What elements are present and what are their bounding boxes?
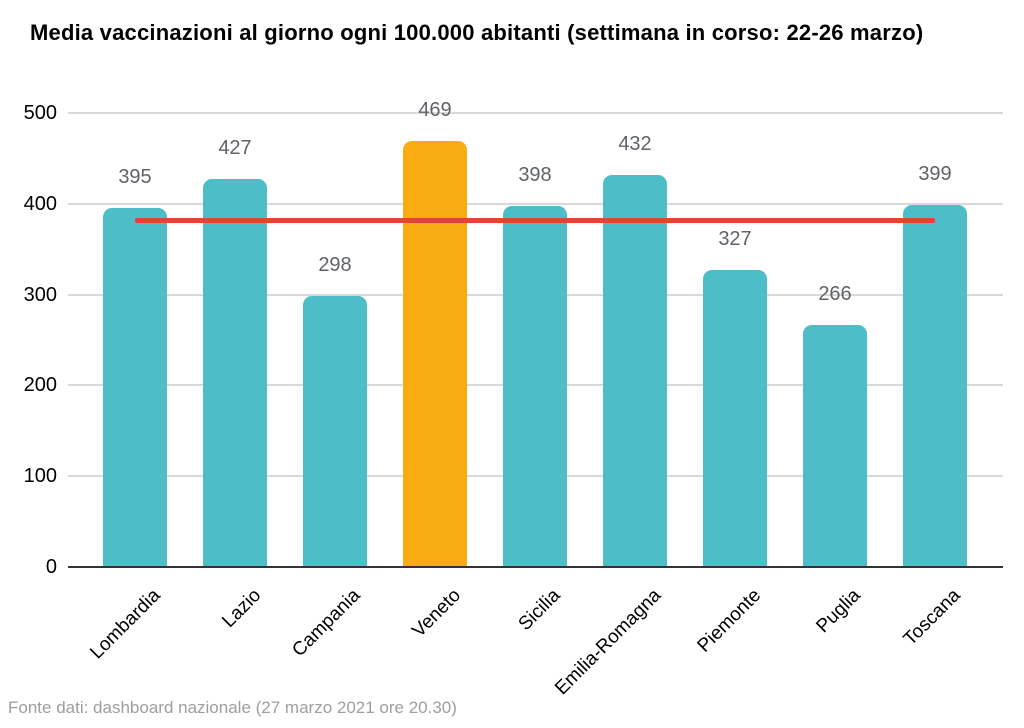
- bar-lazio: [203, 179, 267, 567]
- x-label-campania: Campania: [288, 585, 365, 662]
- value-label-lazio: 427: [218, 137, 252, 160]
- gridline-400: [68, 202, 1003, 205]
- value-label-piemonte: 327: [718, 228, 752, 251]
- value-label-veneto: 469: [418, 99, 452, 122]
- value-label-emilia-romagna: 432: [618, 132, 652, 155]
- y-tick-500: 500: [23, 102, 57, 124]
- x-label-veneto: Veneto: [408, 585, 465, 642]
- x-label-sicilia: Sicilia: [514, 585, 565, 635]
- source-note: Fonte dati: dashboard nazionale (27 marz…: [8, 698, 457, 717]
- x-label-toscana: Toscana: [899, 585, 965, 650]
- value-label-lombardia: 395: [118, 166, 152, 189]
- x-label-slot-lazio: Lazio: [185, 567, 285, 707]
- y-tick-200: 200: [23, 374, 57, 397]
- bar-lombardia: [103, 208, 167, 567]
- value-label-campania: 298: [318, 254, 352, 277]
- bar-emilia-romagna: [603, 174, 667, 567]
- gridline-500: [68, 112, 1003, 114]
- bar-piemonte: [703, 270, 767, 567]
- y-tick-300: 300: [23, 283, 57, 306]
- x-label-piemonte: Piemonte: [693, 585, 765, 657]
- x-label-slot-puglia: Puglia: [785, 567, 885, 707]
- x-label-slot-emilia-romagna: Emilia-Romagna: [551, 567, 685, 707]
- value-label-toscana: 399: [918, 162, 952, 185]
- x-label-lazio: Lazio: [217, 585, 265, 632]
- x-axis-line: [68, 566, 1003, 568]
- bar-sicilia: [503, 205, 567, 567]
- y-tick-400: 400: [23, 192, 57, 215]
- value-label-sicilia: 398: [518, 163, 552, 186]
- x-label-puglia: Puglia: [812, 585, 865, 638]
- bar-puglia: [803, 325, 867, 567]
- x-label-slot-lombardia: Lombardia: [85, 567, 185, 707]
- bar-toscana: [903, 204, 967, 567]
- x-label-slot-veneto: Veneto: [385, 567, 485, 707]
- x-label-slot-piemonte: Piemonte: [685, 567, 785, 707]
- x-label-slot-toscana: Toscana: [885, 567, 985, 707]
- y-tick-0: 0: [45, 556, 57, 578]
- chart-title: Media vaccinazioni al giorno ogni 100.00…: [30, 20, 924, 45]
- x-label-lombardia: Lombardia: [86, 585, 165, 664]
- x-label-slot-campania: Campania: [285, 567, 385, 707]
- reference-line: [135, 217, 935, 223]
- value-label-puglia: 266: [818, 283, 852, 306]
- bar-campania: [303, 296, 367, 567]
- y-tick-100: 100: [23, 465, 57, 488]
- bar-veneto: [403, 141, 467, 567]
